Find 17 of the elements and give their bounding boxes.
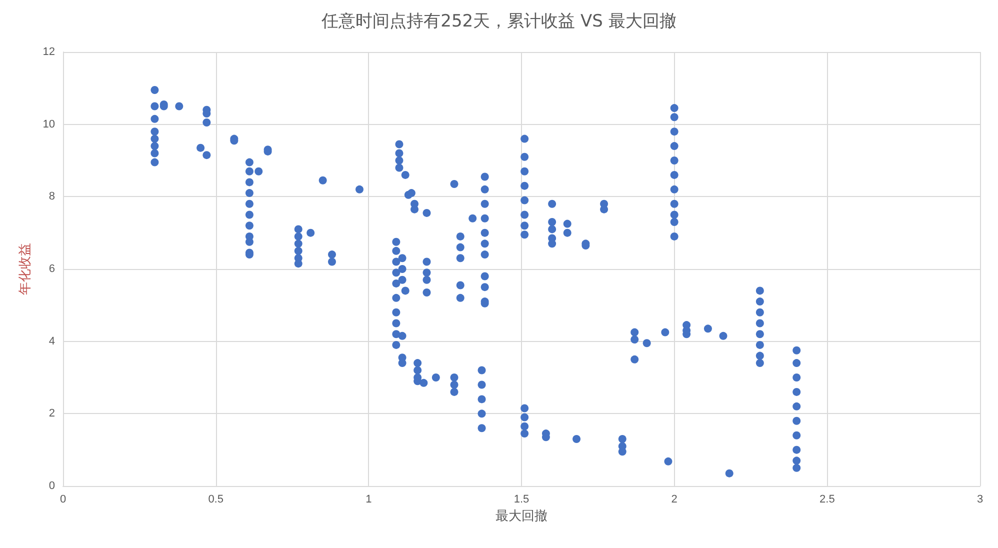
- x-axis-title: 最大回撤: [496, 508, 548, 524]
- y-tick-label: 10: [42, 118, 55, 130]
- x-tick-label: 3: [976, 494, 984, 506]
- x-tick-label: 0: [60, 494, 66, 506]
- x-tick-label: 1: [366, 494, 372, 506]
- x-tick-label: 2.5: [820, 494, 835, 506]
- chart-title: 任意时间点持有252天，累计收益 VS 最大回撤: [320, 12, 676, 32]
- y-tick-label: 4: [48, 335, 55, 348]
- x-tick-label: 2: [671, 494, 678, 506]
- x-tick-label: 1.5: [514, 494, 530, 506]
- y-tick-label: 8: [48, 190, 55, 203]
- y-axis-title: 年化收益: [18, 243, 33, 295]
- x-tick-label: 0.5: [208, 494, 224, 506]
- y-tick-label: 12: [42, 46, 55, 58]
- y-tick-label: 0: [48, 480, 55, 492]
- y-tick-label: 2: [48, 408, 55, 420]
- y-tick-label: 6: [48, 263, 55, 275]
